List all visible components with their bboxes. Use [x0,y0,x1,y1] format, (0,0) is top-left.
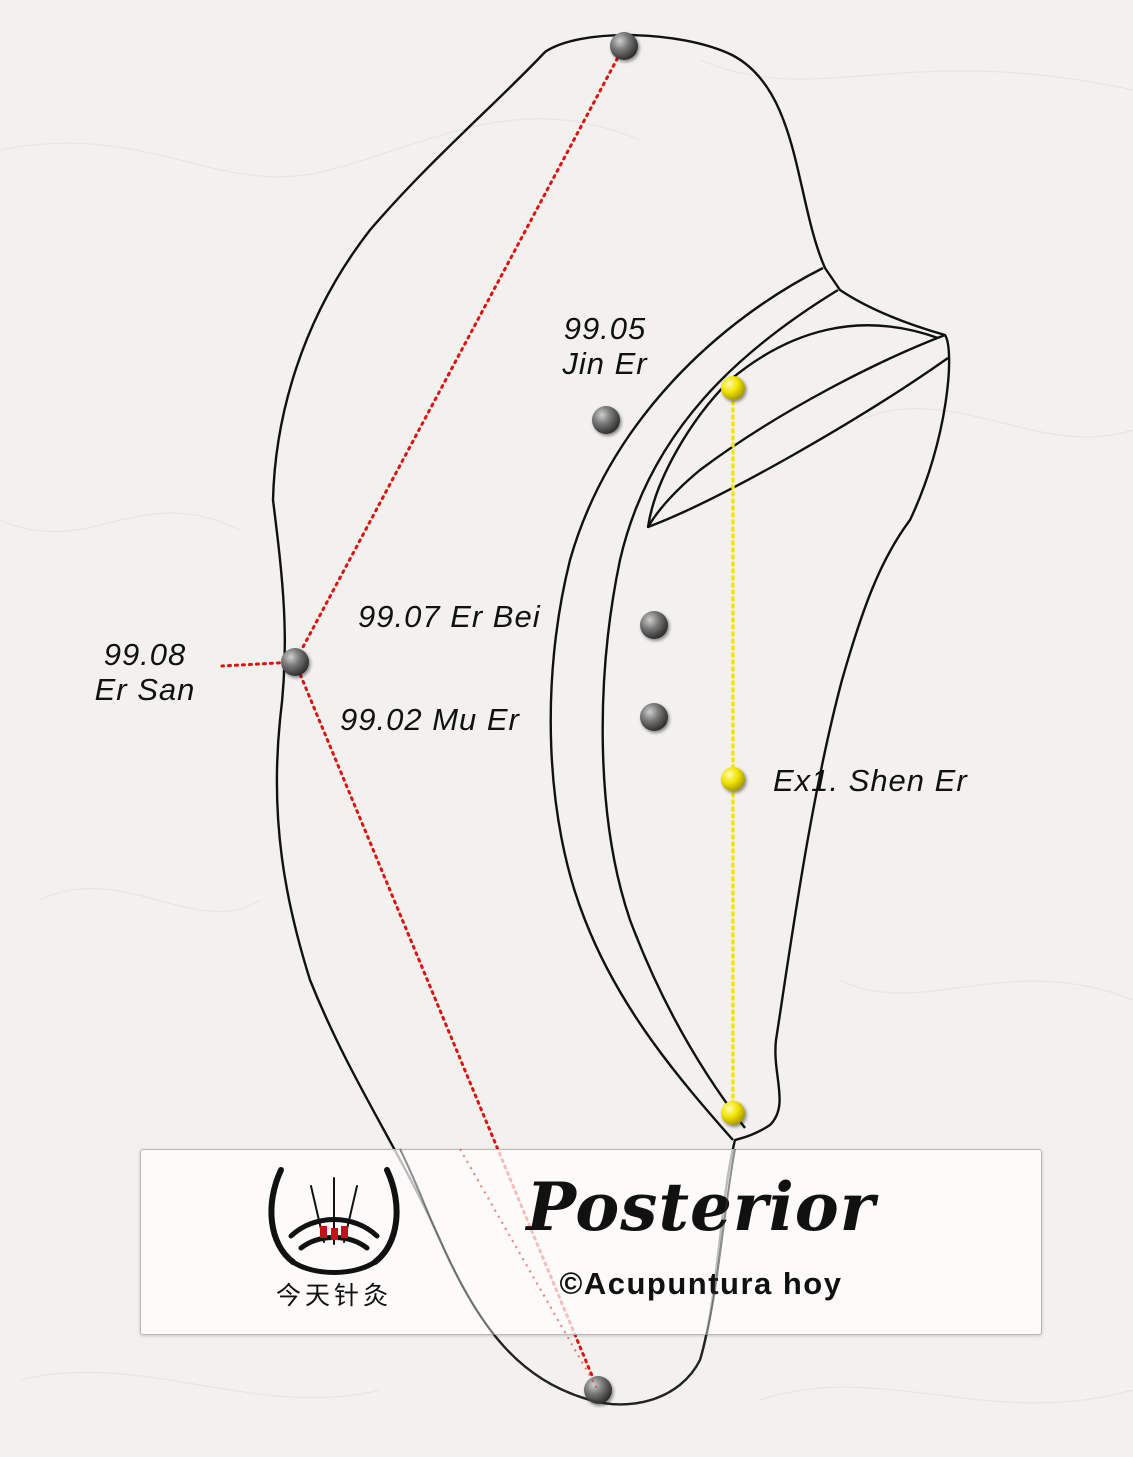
point-shen-er-mid [721,767,745,791]
label-jin-er-name: Jin Er [562,346,648,381]
point-top-helix [610,32,638,60]
point-shen-er-top [721,376,745,400]
paper-texture [0,59,1133,1404]
point-mu-er [640,703,668,731]
point-er-bei [640,611,668,639]
point-lobe [584,1376,612,1404]
antihelix-inner-1 [601,288,839,1129]
label-shen-er: Ex1. Shen Er [773,763,968,798]
point-shen-er-bottom [721,1101,745,1125]
logo-text: 今天针灸 [275,1281,392,1310]
label-jin-er-code: 99.05 [563,311,647,346]
antihelix-outer [549,266,824,1141]
point-er-san [281,648,309,676]
label-er-san-code: 99.08 [103,637,187,672]
caption-title: Posterior [526,1168,876,1246]
fossa-lower [647,357,949,529]
fossa-upper [646,324,946,529]
caption-credit: ©Acupuntura hoy [559,1266,843,1301]
label-er-san: 99.08 Er San [80,637,210,707]
label-jin-er: 99.05 Jin Er [540,311,670,381]
label-er-san-name: Er San [94,672,196,707]
caption-box: 今天针灸 Posterior ©Acupuntura hoy [140,1149,1042,1335]
label-mu-er: 99.02 Mu Er [340,702,520,737]
label-er-bei: 99.07 Er Bei [358,599,541,634]
point-jin-er [592,406,620,434]
acupuncture-logo-icon [268,1167,400,1275]
